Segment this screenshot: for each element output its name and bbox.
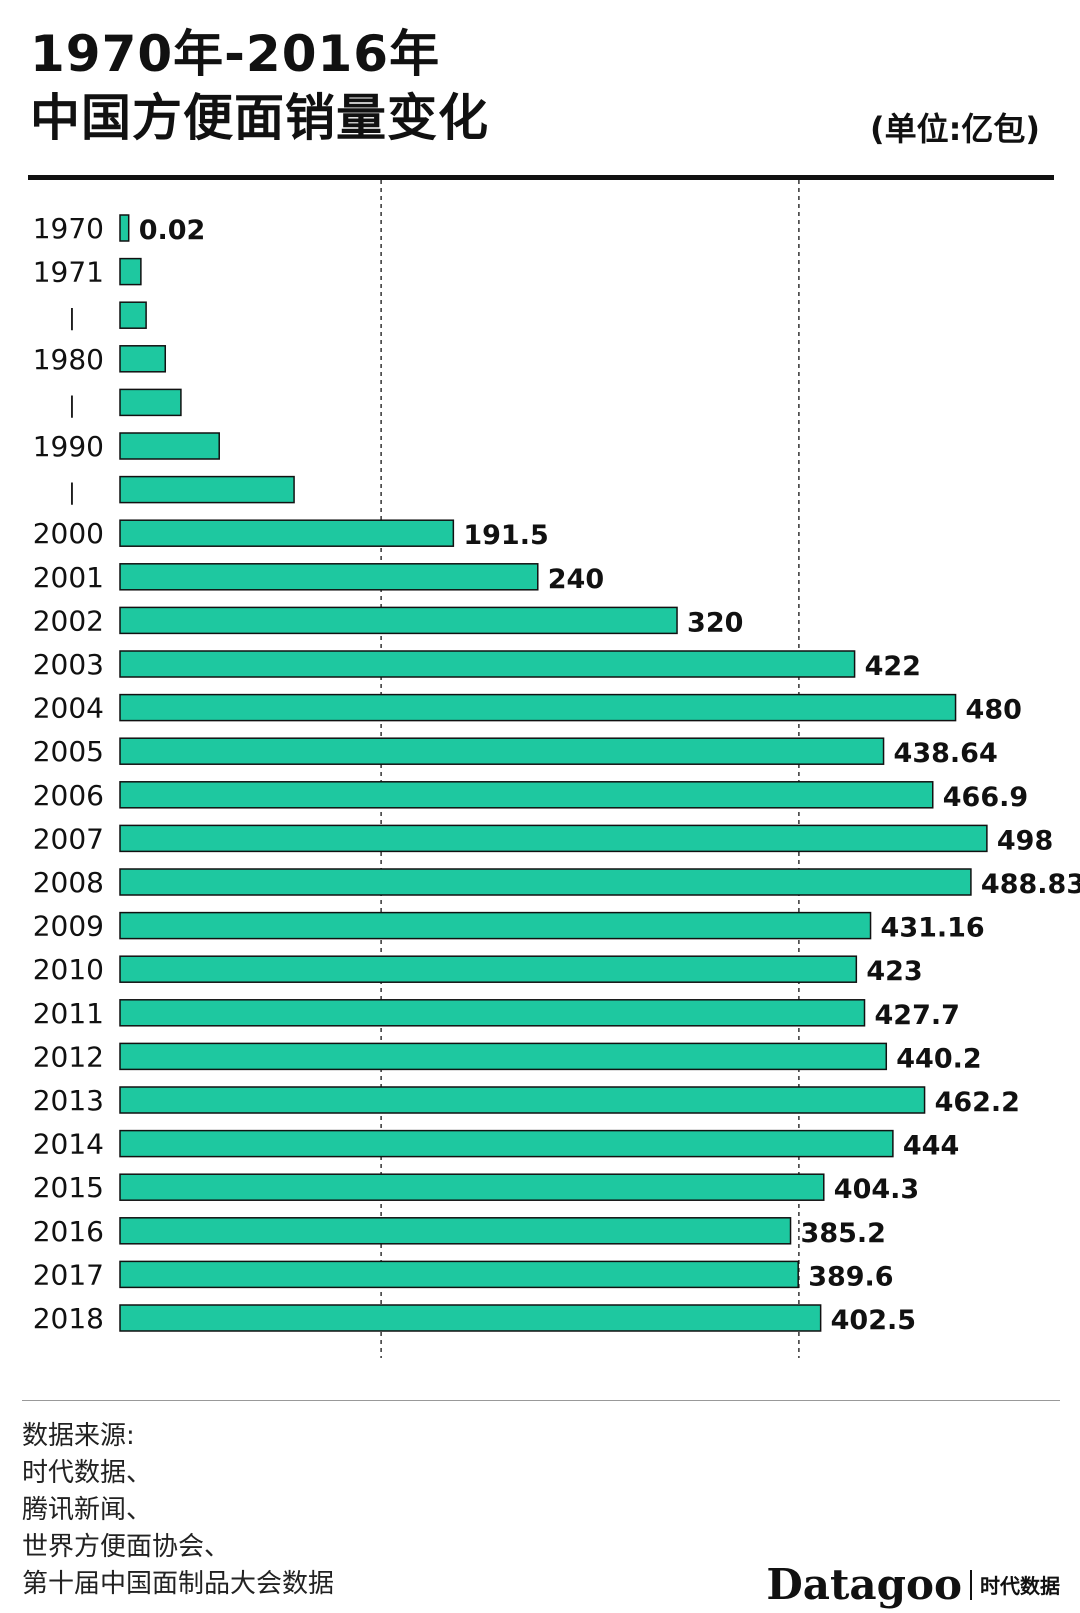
brand-logo: Datagoo 时代数据 <box>766 1560 1060 1609</box>
source-line: 数据来源: <box>22 1421 135 1451</box>
category-label: 2002 <box>33 604 104 637</box>
category-label: 1970 <box>33 212 104 245</box>
data-label: 191.5 <box>463 520 548 551</box>
bar <box>119 781 934 809</box>
category-label: 2004 <box>33 692 104 725</box>
category-label: 2001 <box>33 561 104 594</box>
bar <box>119 693 957 722</box>
bar <box>119 868 972 896</box>
data-label: 444 <box>903 1131 959 1162</box>
bar <box>119 257 142 286</box>
source-note: 数据来源: 时代数据、 腾讯新闻、 世界方便面协会、 第十届中国面制品大会数据 <box>22 1418 334 1603</box>
bar <box>119 824 988 853</box>
bar <box>119 432 220 460</box>
bar <box>119 650 856 678</box>
brand-name: Datagoo <box>766 1560 962 1609</box>
data-label: 402.5 <box>831 1305 916 1336</box>
bar <box>119 214 130 242</box>
bar <box>119 911 872 940</box>
data-label: 440.2 <box>896 1043 981 1074</box>
bar <box>119 1042 888 1071</box>
data-label: 240 <box>548 564 604 595</box>
category-label: 2016 <box>33 1215 104 1248</box>
title-line-2: 中国方便面销量变化 <box>30 89 489 147</box>
bar <box>119 1173 825 1201</box>
data-label: 422 <box>865 651 921 682</box>
category-label: 2008 <box>33 866 104 899</box>
top-divider <box>28 175 1054 180</box>
bar <box>119 1304 822 1332</box>
source-line: 腾讯新闻、 <box>22 1495 153 1525</box>
category-label: 2007 <box>33 822 104 855</box>
bar <box>119 955 858 983</box>
bar <box>119 475 295 504</box>
brand-subtitle: 时代数据 <box>980 1574 1060 1598</box>
bar <box>119 519 455 547</box>
data-label: 320 <box>687 607 743 638</box>
data-label: 438.64 <box>894 738 998 769</box>
category-label: 2009 <box>33 910 104 943</box>
data-label: 480 <box>966 695 1022 726</box>
category-label: 1971 <box>33 256 104 289</box>
bar <box>119 606 678 635</box>
source-line: 第十届中国面制品大会数据 <box>22 1569 335 1599</box>
source-line: 时代数据、 <box>22 1458 153 1488</box>
bar-chart: 1970 0.02 1971 | 1980 | 1990 | 2000 191.5 2001 240 2… <box>33 180 1080 1358</box>
category-label: 2005 <box>33 735 104 768</box>
bar <box>119 1260 799 1289</box>
data-label: 488.83 <box>981 869 1080 900</box>
category-label: 2014 <box>33 1128 104 1161</box>
bar <box>119 1086 926 1114</box>
category-label: 2003 <box>33 648 104 681</box>
category-label: 2015 <box>33 1171 104 1204</box>
data-label: 466.9 <box>943 782 1028 813</box>
data-label: 427.7 <box>875 1000 960 1031</box>
category-label: 2000 <box>33 517 104 550</box>
data-label: 462.2 <box>935 1087 1020 1118</box>
data-label: 0.02 <box>139 215 206 246</box>
category-label: 2018 <box>33 1302 104 1335</box>
category-label: | <box>68 393 75 418</box>
bar <box>119 563 539 591</box>
bar <box>119 388 182 417</box>
category-label: 2013 <box>33 1084 104 1117</box>
data-label: 423 <box>866 956 922 987</box>
bar <box>119 301 147 329</box>
category-label: 2006 <box>33 779 104 812</box>
page-title: 1970年-2016年 中国方便面销量变化 <box>30 22 489 150</box>
bar <box>119 737 885 765</box>
data-label: 385.2 <box>801 1218 886 1249</box>
category-label: 1980 <box>33 343 104 376</box>
data-label: 431.16 <box>881 913 985 944</box>
bar <box>119 345 167 373</box>
bar <box>119 1129 894 1158</box>
title-line-1: 1970年-2016年 <box>30 25 441 83</box>
data-label: 498 <box>997 825 1053 856</box>
bar <box>119 999 866 1027</box>
brand-separator <box>970 1569 972 1600</box>
category-label: 2010 <box>33 953 104 986</box>
unit-label: (单位:亿包) <box>869 110 1040 148</box>
category-label: 2017 <box>33 1258 104 1291</box>
category-label: 2012 <box>33 1040 104 1073</box>
category-label: 1990 <box>33 430 104 463</box>
source-line: 世界方便面协会、 <box>22 1532 231 1562</box>
category-label: | <box>68 481 75 506</box>
bottom-divider <box>22 1400 1060 1401</box>
bar <box>119 1217 792 1245</box>
category-label: 2011 <box>33 997 104 1030</box>
category-label: | <box>68 306 75 331</box>
data-label: 389.6 <box>808 1261 893 1292</box>
data-label: 404.3 <box>834 1174 919 1205</box>
